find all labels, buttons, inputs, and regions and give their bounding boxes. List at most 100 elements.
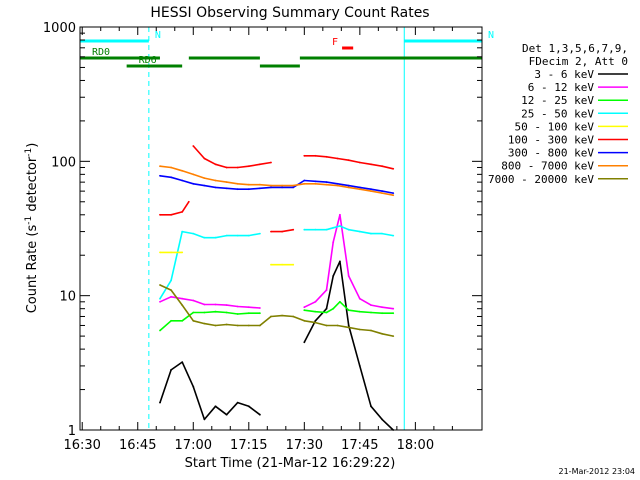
series-7-point-0-12 [292, 184, 295, 187]
series-3-point-0-0 [159, 297, 161, 300]
series-8-point-0-3 [192, 319, 195, 322]
series-5-point-3-7 [381, 165, 383, 168]
series-2-point-0-4 [203, 311, 206, 314]
x-tick-label-1: 16:45 [119, 438, 156, 453]
x-tick-label-5: 17:45 [341, 438, 378, 453]
series-8-point-0-1 [170, 289, 173, 291]
series-0-point-0-6 [225, 413, 228, 416]
series-5-point-1-0 [192, 145, 195, 147]
series-1-point-0-1 [170, 295, 173, 298]
series-0-point-1-6 [358, 365, 361, 367]
series-7-point-0-9 [259, 183, 261, 186]
legend-entry-1: 6 - 12 keV [528, 81, 595, 94]
series-0-point-0-1 [170, 369, 173, 371]
series-5-point-1-5 [247, 165, 250, 168]
series-6-point-0-19 [370, 188, 372, 191]
series-3-point-0-2 [181, 230, 184, 233]
series-3-point-1-2 [325, 228, 328, 231]
series-1-point-1-4 [339, 213, 341, 216]
x-tick-label-3: 17:15 [230, 438, 267, 453]
series-5-point-3-5 [358, 161, 361, 164]
series-6-point-0-17 [347, 184, 350, 187]
series-3-point-1-7 [370, 232, 372, 235]
annotation-label-6: RD6 [139, 55, 157, 66]
series-1-point-0-5 [214, 303, 217, 306]
series-3-point-0-1 [170, 279, 173, 282]
legend-entry-0: 3 - 6 keV [534, 68, 594, 81]
series-0-point-1-8 [381, 418, 383, 421]
annotation-label-2: F [332, 37, 338, 48]
series-8-point-0-0 [159, 284, 161, 286]
series-2-point-1-8 [381, 312, 383, 315]
series-8-point-0-7 [236, 324, 239, 327]
series-6-point-0-5 [214, 186, 217, 189]
series-1-point-1-6 [358, 297, 361, 300]
series-7-point-0-8 [247, 183, 250, 186]
series-2-point-0-6 [225, 311, 228, 314]
series-7-point-0-14 [314, 182, 317, 185]
series-7-point-0-18 [358, 188, 361, 191]
series-7-point-0-11 [281, 184, 283, 187]
series-5-point-1-3 [225, 166, 228, 169]
series-8-point-0-6 [225, 323, 228, 326]
series-5-segment-0 [160, 201, 190, 216]
series-5-point-2-0 [270, 230, 272, 233]
series-8-point-0-20 [381, 332, 383, 335]
series-0-point-0-3 [192, 385, 195, 388]
series-5-point-1-6 [259, 163, 261, 166]
x-axis-label: Start Time (21-Mar-12 16:29:22) [185, 456, 396, 471]
series-2-point-0-9 [259, 312, 261, 315]
series-5-point-0-3 [187, 200, 190, 203]
series-7-point-0-0 [159, 165, 161, 168]
series-5-point-1-7 [270, 161, 272, 164]
series-0-point-1-1 [314, 319, 317, 322]
series-4-point-1-2 [292, 263, 295, 266]
annotation-label-1: N [488, 30, 494, 41]
series-5-point-3-3 [336, 157, 339, 160]
series-5-point-0-1 [170, 213, 173, 216]
series-7-point-0-21 [392, 194, 395, 197]
series-6-point-0-3 [192, 182, 195, 185]
series-8-point-0-10 [270, 315, 272, 318]
y-tick-label-0: 1 [68, 424, 76, 439]
series-5-point-2-2 [292, 228, 295, 231]
x-tick-label-6: 18:00 [397, 438, 434, 453]
series-6-point-0-21 [392, 192, 395, 195]
series-0-point-0-4 [203, 418, 206, 421]
series-7-point-0-4 [203, 177, 206, 180]
series-4-point-0-1 [170, 251, 173, 254]
series-1-point-0-8 [247, 306, 250, 309]
series-8-point-0-2 [181, 304, 184, 306]
series-8-point-0-5 [214, 324, 217, 327]
series-0-point-0-5 [214, 405, 217, 408]
series-1-point-1-9 [392, 307, 395, 310]
legend-entry-6: 300 - 800 keV [508, 147, 594, 160]
series-8-point-0-15 [325, 324, 328, 327]
series-8-segment-0 [159, 284, 394, 337]
series-3-segment-1 [304, 225, 394, 237]
series-7-point-0-2 [181, 169, 184, 172]
y-axis-label: Count Rate (s-1 detector-1) [24, 143, 40, 314]
series-8-point-0-17 [347, 326, 350, 329]
series-1-point-0-9 [259, 307, 261, 309]
legend-entry-2: 12 - 25 keV [521, 94, 594, 107]
series-2-point-1-5 [347, 309, 350, 312]
series-7-point-0-19 [370, 190, 372, 193]
series-0-point-0-7 [236, 401, 239, 404]
plot-frame [79, 26, 483, 431]
series-5-point-3-1 [314, 154, 317, 157]
series-2-point-0-8 [247, 312, 250, 315]
series-3-point-1-9 [392, 234, 395, 237]
series-6-point-0-13 [303, 179, 306, 182]
series-8-point-0-13 [303, 319, 306, 322]
series-1-point-1-3 [332, 241, 335, 244]
x-tick-label-0: 16:30 [63, 438, 100, 453]
series-6-point-0-15 [325, 181, 328, 184]
series-8-point-0-21 [392, 335, 395, 337]
series-3-point-1-6 [358, 230, 361, 233]
series-5-point-2-1 [281, 230, 283, 233]
series-1-point-1-7 [370, 304, 372, 306]
series-0-point-1-7 [370, 405, 372, 408]
series-0-segment-0 [159, 361, 261, 421]
